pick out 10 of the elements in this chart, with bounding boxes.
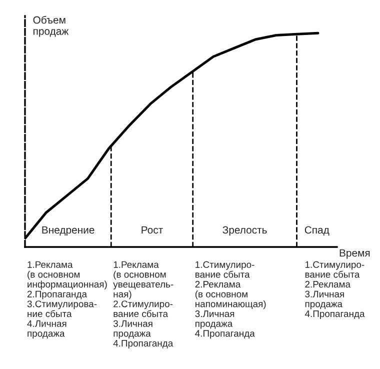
annotation: Спад [304, 226, 330, 236]
text: 1.Реклама (в основном информационная) 2.Пропаганда 3.Стимулирова- ние сбыта 4.Личная продажа [27, 261, 107, 339]
x-axis-title: Время [340, 249, 370, 259]
y-axis-title: Объем продаж [33, 16, 69, 37]
annotation: Зрелость [222, 226, 267, 236]
text: 1.Стимулиро- вание сбыта 2.Реклама (в основном напоминающая) 3.Личная продажа 4.Пропаганда [195, 261, 266, 339]
text: 1.Стимулиро- вание сбыта 2.Реклама 3.Личная продажа 4.Пропаганда [304, 261, 365, 319]
text: 1.Реклама (в основном увещеватель- ная) 2.Стимулиро- вание сбыта 3.Личная продажа 4.Пропаганда [113, 261, 174, 348]
annotation: Внедрение [42, 226, 94, 236]
annotation: Рост [142, 226, 163, 234]
